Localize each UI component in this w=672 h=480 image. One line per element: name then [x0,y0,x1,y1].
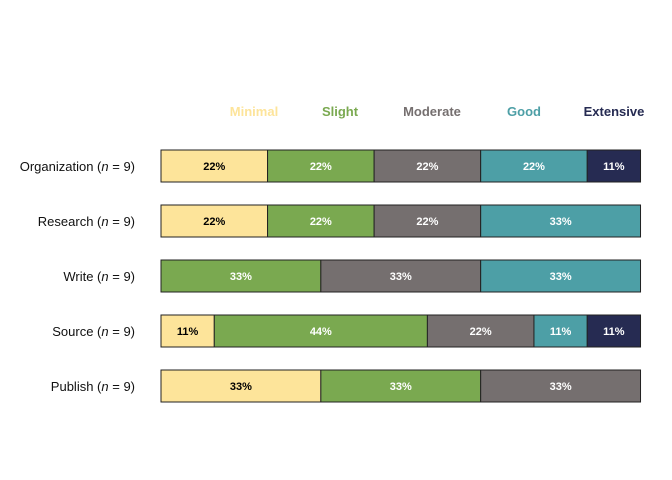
data-label-research-good: 33% [550,216,572,228]
bar-segment-research-good [480,204,642,238]
row-label-n-symbol: n [101,269,108,284]
bars: 22% 22% 22% 22% 11% 22% 22% 22% 33% 33% 33% 33% 11% 4… [160,149,642,403]
row-label-n-prefix: ( [93,159,102,174]
row-label-n-prefix: ( [93,269,102,284]
row-label-organization: Organization (n = 9) [20,159,135,174]
bar-segment-organization-slight [267,149,375,183]
data-label-source-slight: 44% [310,326,332,338]
data-label-research-minimal: 22% [203,216,225,228]
data-label-publish-slight: 33% [390,381,412,393]
row-label-name: Organization [20,159,94,174]
bar-segment-source-extensive [586,314,642,348]
data-label-publish-minimal: 33% [230,381,252,393]
bar-write: 33% 33% 33% [160,259,642,293]
bar-segment-publish-minimal [160,369,322,403]
data-label-research-moderate: 22% [416,216,438,228]
data-label-organization-slight: 22% [310,161,332,173]
bar-segment-write-good [480,259,642,293]
row-label-name: Research [38,214,94,229]
bar-publish: 33% 33% 33% [160,369,642,403]
bar-segment-source-moderate [426,314,535,348]
row-label-name: Source [52,324,93,339]
bar-segment-source-minimal [160,314,215,348]
data-label-source-minimal: 11% [177,326,199,338]
legend-item-slight: Slight [322,104,359,119]
bar-source: 11% 44% 22% 11% 11% [160,314,642,348]
row-label-n-suffix: = 9) [109,269,135,284]
row-label-n-symbol: n [101,214,108,229]
row-label-name: Write [63,269,93,284]
row-label-publish: Publish (n = 9) [51,379,135,394]
row-label-n-suffix: = 9) [109,214,135,229]
bar-segment-write-slight [160,259,322,293]
data-label-organization-good: 22% [523,161,545,173]
bar-segment-write-moderate [320,259,482,293]
bar-segment-source-slight [213,314,428,348]
bar-segment-research-minimal [160,204,269,238]
row-label-n-symbol: n [101,324,108,339]
bar-research: 22% 22% 22% 33% [160,204,642,238]
row-label-research: Research (n = 9) [38,214,135,229]
row-label-n-prefix: ( [93,214,102,229]
legend-item-good: Good [507,104,541,119]
row-label-n-suffix: = 9) [109,324,135,339]
data-label-source-good: 11% [550,326,572,338]
data-label-organization-minimal: 22% [203,161,225,173]
data-label-write-slight: 33% [230,271,252,283]
legend-item-extensive: Extensive [584,104,645,119]
legend: Minimal Slight Moderate Good Extensive [230,104,645,119]
data-label-source-moderate: 22% [470,326,492,338]
row-label-n-prefix: ( [93,324,102,339]
data-label-write-moderate: 33% [390,271,412,283]
row-label-n-symbol: n [101,379,108,394]
data-label-write-good: 33% [550,271,572,283]
bar-segment-organization-extensive [586,149,642,183]
data-label-source-extensive: 11% [603,326,625,338]
row-label-n-prefix: ( [93,379,102,394]
row-label-write: Write (n = 9) [63,269,135,284]
row-label-n-suffix: = 9) [109,379,135,394]
bar-segment-publish-moderate [480,369,642,403]
bar-segment-research-slight [267,204,375,238]
data-label-organization-moderate: 22% [416,161,438,173]
row-labels: Organization (n = 9)Research (n = 9)Writ… [20,159,135,394]
data-label-research-slight: 22% [310,216,332,228]
data-label-publish-moderate: 33% [550,381,572,393]
bar-segment-publish-slight [320,369,482,403]
row-label-name: Publish [51,379,94,394]
legend-item-moderate: Moderate [403,104,461,119]
bar-segment-research-moderate [373,204,482,238]
legend-item-minimal: Minimal [230,104,278,119]
bar-organization: 22% 22% 22% 22% 11% [160,149,642,183]
data-label-organization-extensive: 11% [603,161,625,173]
row-label-n-suffix: = 9) [109,159,135,174]
row-label-n-symbol: n [101,159,108,174]
row-label-source: Source (n = 9) [52,324,135,339]
